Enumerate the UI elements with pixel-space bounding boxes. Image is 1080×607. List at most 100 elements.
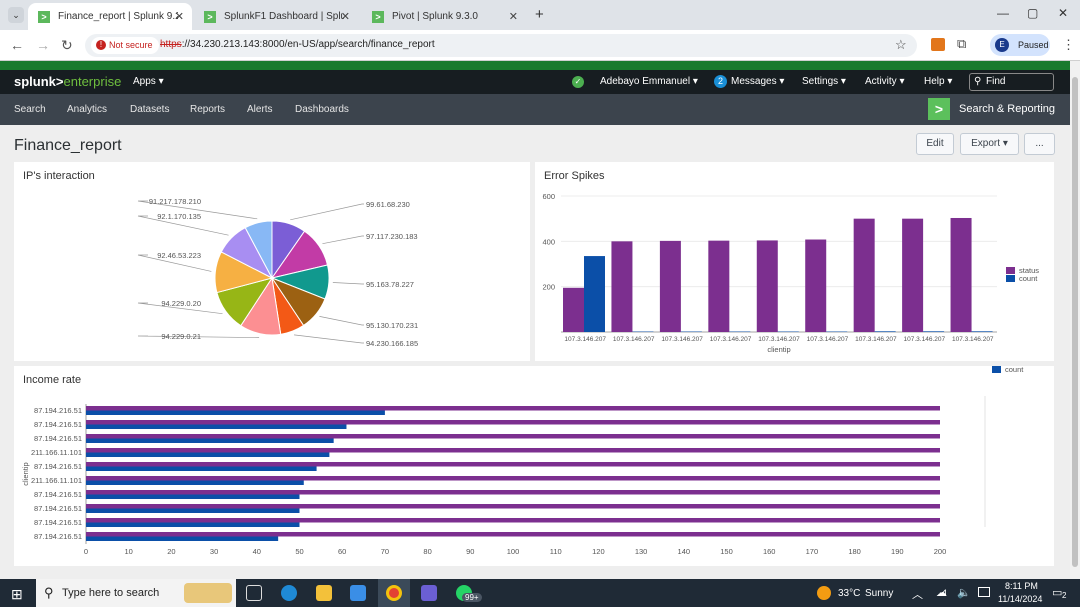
file-explorer-icon[interactable]: [316, 585, 332, 601]
new-tab-button[interactable]: +: [535, 6, 544, 23]
hbar-status: [86, 476, 940, 481]
pie-leader-line: [322, 235, 364, 245]
pie-slice-label: 94.229.0.20: [161, 299, 201, 308]
url-omnibox[interactable]: ! Not secure https://34.230.213.143:8000…: [85, 34, 917, 57]
nav-datasets[interactable]: Datasets: [130, 104, 170, 115]
url-text[interactable]: https://34.230.213.143:8000/en-US/app/se…: [160, 39, 435, 50]
x-tick-label: 50: [295, 547, 303, 556]
column-bar-count: [874, 331, 896, 332]
hbar-count: [86, 480, 304, 485]
extensions-puzzle-icon[interactable]: ⧉: [957, 36, 967, 51]
edge-browser-icon[interactable]: [281, 585, 297, 601]
nav-search[interactable]: Search: [14, 104, 46, 115]
scrollbar-thumb[interactable]: [1072, 77, 1078, 567]
pie-leader-line: [137, 254, 212, 272]
teams-app-icon[interactable]: [421, 585, 437, 601]
minimize-icon[interactable]: —: [997, 6, 1009, 20]
weather-temp[interactable]: 33°C: [838, 588, 861, 599]
splunk-logo[interactable]: splunk>enterprise: [14, 74, 121, 89]
tray-chevron-icon[interactable]: ︿: [912, 589, 923, 601]
apps-menu[interactable]: Apps ▾: [133, 76, 164, 87]
security-chip[interactable]: ! Not secure: [91, 37, 159, 54]
splunk-global-bar: splunk>enterprise Apps ▾ ✓ Adebayo Emman…: [0, 70, 1070, 94]
back-icon[interactable]: ←: [10, 37, 24, 53]
activity-menu[interactable]: Activity ▾: [865, 76, 905, 87]
nav-dashboards[interactable]: Dashboards: [295, 104, 349, 115]
clock-time[interactable]: 8:11 PM: [1005, 581, 1038, 591]
panel-title: Income rate: [23, 374, 82, 386]
nav-analytics[interactable]: Analytics: [67, 104, 108, 115]
browser-tab-pivot[interactable]: > Pivot | Splunk 9.3.0 ✕: [362, 3, 526, 30]
y-tick-label: 87.194.216.51: [34, 406, 82, 415]
windows-start-icon[interactable]: ⊞: [11, 586, 23, 602]
x-tick-label: 10: [125, 547, 133, 556]
legend-label: count: [1019, 274, 1038, 283]
pie-leader-line: [137, 335, 260, 338]
taskbar-search-input[interactable]: ⚲ Type here to search: [36, 579, 236, 607]
tab-title: Finance_report | Splunk 9.2.1: [58, 11, 178, 22]
close-tab-icon[interactable]: ✕: [174, 11, 184, 23]
edit-button[interactable]: Edit: [916, 133, 954, 155]
pie-chart: 99.61.68.230 97.117.230.183 95.163.78.227 9…: [137, 197, 418, 348]
x-tick-label: 140: [678, 547, 691, 556]
hbar-count: [86, 410, 385, 415]
metamask-extension-icon[interactable]: [931, 38, 945, 51]
splunk-favicon-icon: >: [372, 10, 384, 23]
hbar-status: [86, 518, 940, 523]
security-label: Not secure: [109, 40, 153, 50]
page-title: Finance_report: [14, 137, 122, 154]
forward-icon[interactable]: →: [36, 37, 50, 53]
nav-alerts[interactable]: Alerts: [247, 104, 273, 115]
profile-paused-button[interactable]: E Paused: [990, 34, 1050, 56]
logo-sub: enterprise: [63, 74, 122, 89]
y-tick-label: 211.166.11.101: [31, 476, 82, 485]
messages-menu[interactable]: 2 Messages ▾: [714, 75, 784, 88]
browser-tab-bar: ⌄ > Finance_report | Splunk 9.2.1 ✕ > Sp…: [0, 0, 1080, 30]
wifi-icon[interactable]: ⩘: [940, 586, 947, 598]
taskbar-search-placeholder: Type here to search: [62, 587, 160, 599]
weather-desc[interactable]: Sunny: [865, 588, 894, 599]
column-bar-status: [950, 217, 972, 332]
maximize-icon[interactable]: ▢: [1027, 6, 1039, 20]
user-menu[interactable]: Adebayo Emmanuel ▾: [600, 76, 698, 87]
pie-slice-label: 94.230.166.185: [366, 339, 418, 348]
hbar-count: [86, 452, 330, 457]
app-navigation-bar: Search Analytics Datasets Reports Alerts…: [0, 94, 1070, 125]
chrome-icon[interactable]: [386, 585, 402, 601]
browser-tab-finance-report[interactable]: > Finance_report | Splunk 9.2.1 ✕: [28, 3, 192, 30]
health-status-icon[interactable]: ✓: [572, 76, 584, 88]
x-tick-label: 130: [635, 547, 648, 556]
splunk-favicon-icon: >: [38, 10, 50, 23]
y-tick-label: 87.194.216.51: [34, 518, 82, 527]
hbar-count: [86, 522, 300, 527]
browser-tab-splunkf1-dashboard[interactable]: > SplunkF1 Dashboard | Splunk 9 ✕: [194, 3, 358, 30]
nav-reports[interactable]: Reports: [190, 104, 226, 115]
reload-icon[interactable]: ↻: [61, 37, 73, 53]
volume-icon[interactable]: 🔈: [957, 587, 971, 599]
x-tick-label: 110: [550, 547, 562, 556]
search-icon: ⚲: [44, 585, 54, 600]
notification-icon[interactable]: ▭: [1052, 587, 1063, 599]
help-menu[interactable]: Help ▾: [924, 76, 953, 87]
browser-menu-icon[interactable]: ⋮: [1062, 37, 1075, 52]
export-button[interactable]: Export ▾: [960, 133, 1019, 155]
bookmark-star-icon[interactable]: ☆: [895, 37, 907, 52]
task-view-icon[interactable]: [246, 585, 262, 601]
tab-search-menu-icon[interactable]: ⌄: [8, 7, 24, 23]
close-tab-icon[interactable]: ✕: [340, 11, 350, 23]
page-scrollbar[interactable]: [1070, 61, 1080, 579]
more-actions-button[interactable]: ...: [1024, 133, 1055, 155]
x-tick-label: 200: [934, 547, 947, 556]
clock-date[interactable]: 11/14/2024: [998, 594, 1043, 604]
battery-icon[interactable]: [978, 587, 990, 597]
settings-menu[interactable]: Settings ▾: [802, 76, 846, 87]
network-icon[interactable]: ☁: [936, 587, 947, 599]
x-tick-label: 190: [891, 547, 904, 556]
microsoft-store-icon[interactable]: [350, 585, 366, 601]
x-tick-label: 30: [210, 547, 218, 556]
close-tab-icon[interactable]: ✕: [508, 11, 518, 23]
x-tick-label: 90: [466, 547, 474, 556]
find-input[interactable]: ⚲ Find: [969, 73, 1054, 91]
tab-title: Pivot | Splunk 9.3.0: [392, 11, 478, 22]
close-window-icon[interactable]: ✕: [1058, 6, 1069, 20]
